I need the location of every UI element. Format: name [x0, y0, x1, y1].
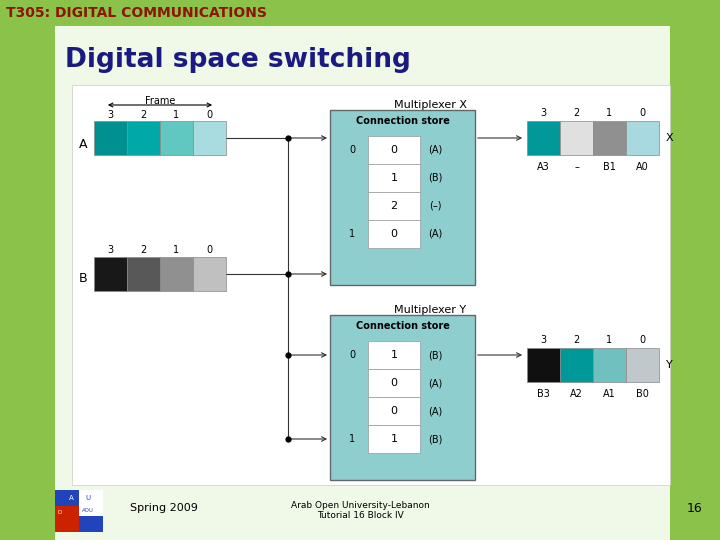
Text: 0: 0	[206, 245, 212, 255]
Bar	[527, 348, 560, 382]
Text: (A): (A)	[428, 406, 442, 416]
Text: 1: 1	[173, 245, 179, 255]
Text: (A): (A)	[428, 145, 442, 155]
Bar	[193, 257, 226, 291]
Bar	[368, 136, 420, 164]
Text: 2: 2	[573, 335, 580, 345]
Text: A2: A2	[570, 389, 583, 399]
Text: 1: 1	[606, 108, 613, 118]
Bar	[560, 348, 593, 382]
Text: 2: 2	[390, 201, 397, 211]
Bar	[593, 121, 626, 155]
Text: Multiplexer Y: Multiplexer Y	[394, 305, 466, 315]
Bar	[55, 26, 670, 540]
Text: 0: 0	[639, 108, 646, 118]
Text: 3: 3	[541, 108, 546, 118]
Text: 2: 2	[140, 245, 146, 255]
Text: A0: A0	[636, 162, 649, 172]
Text: B3: B3	[537, 389, 550, 399]
Bar	[160, 121, 193, 155]
Text: 1: 1	[349, 434, 355, 444]
Text: 16: 16	[687, 502, 703, 515]
Text: 0: 0	[206, 110, 212, 120]
Bar	[330, 110, 475, 285]
Bar	[94, 121, 127, 155]
Text: B: B	[78, 272, 87, 285]
Text: (B): (B)	[428, 434, 442, 444]
Text: 1: 1	[390, 434, 397, 444]
Bar	[72, 85, 670, 485]
Bar	[368, 425, 420, 453]
Bar	[127, 121, 160, 155]
Text: (A): (A)	[428, 378, 442, 388]
Text: A: A	[78, 138, 87, 152]
Text: Tutorial 16 Block IV: Tutorial 16 Block IV	[317, 511, 403, 521]
Text: Frame: Frame	[145, 96, 175, 106]
Bar	[368, 341, 420, 369]
Text: B0: B0	[636, 389, 649, 399]
Text: (B): (B)	[428, 173, 442, 183]
Bar	[626, 348, 659, 382]
Bar	[527, 121, 560, 155]
Text: 0: 0	[390, 145, 397, 155]
Text: Digital space switching: Digital space switching	[65, 47, 411, 73]
Text: (A): (A)	[428, 229, 442, 239]
Text: 0: 0	[349, 350, 355, 360]
Text: 1: 1	[390, 173, 397, 183]
Text: (B): (B)	[428, 350, 442, 360]
Bar	[0, 26, 55, 540]
Bar	[368, 220, 420, 248]
Text: T305: DIGITAL COMMUNICATIONS: T305: DIGITAL COMMUNICATIONS	[6, 6, 267, 20]
Text: Arab Open University-Lebanon: Arab Open University-Lebanon	[291, 502, 429, 510]
Bar	[626, 121, 659, 155]
Text: Multiplexer X: Multiplexer X	[394, 100, 467, 110]
Text: 0: 0	[390, 378, 397, 388]
Text: 0: 0	[390, 406, 397, 416]
Text: 1: 1	[606, 335, 613, 345]
Bar	[0, 0, 720, 26]
Text: Y: Y	[665, 360, 672, 370]
Bar	[670, 26, 720, 540]
Bar	[55, 506, 79, 532]
Bar	[368, 369, 420, 397]
Text: 2: 2	[140, 110, 146, 120]
Bar	[94, 257, 127, 291]
Bar	[368, 397, 420, 425]
Text: B1: B1	[603, 162, 616, 172]
Text: Connection store: Connection store	[356, 116, 449, 126]
Bar	[127, 257, 160, 291]
Text: 3: 3	[107, 110, 113, 120]
Bar	[368, 164, 420, 192]
Text: U: U	[86, 495, 91, 501]
Text: 1: 1	[173, 110, 179, 120]
Bar	[55, 490, 103, 532]
Text: X: X	[665, 133, 672, 143]
Text: Spring 2009: Spring 2009	[130, 503, 198, 513]
Text: D: D	[58, 510, 62, 515]
Text: 0: 0	[349, 145, 355, 155]
Text: 1: 1	[390, 350, 397, 360]
Text: 3: 3	[107, 245, 113, 255]
Text: A1: A1	[603, 389, 616, 399]
Text: AOU: AOU	[82, 508, 94, 512]
Bar	[330, 315, 475, 480]
Bar	[593, 348, 626, 382]
Bar	[193, 121, 226, 155]
Text: Connection store: Connection store	[356, 321, 449, 331]
Text: –: –	[574, 162, 579, 172]
Text: A: A	[68, 495, 73, 501]
Text: 3: 3	[541, 335, 546, 345]
Text: 2: 2	[573, 108, 580, 118]
Bar	[560, 121, 593, 155]
Bar	[79, 490, 103, 516]
Text: 0: 0	[639, 335, 646, 345]
Text: 1: 1	[349, 229, 355, 239]
Text: (–): (–)	[428, 201, 441, 211]
Bar	[160, 257, 193, 291]
Text: A3: A3	[537, 162, 550, 172]
Text: 0: 0	[390, 229, 397, 239]
Bar	[368, 192, 420, 220]
